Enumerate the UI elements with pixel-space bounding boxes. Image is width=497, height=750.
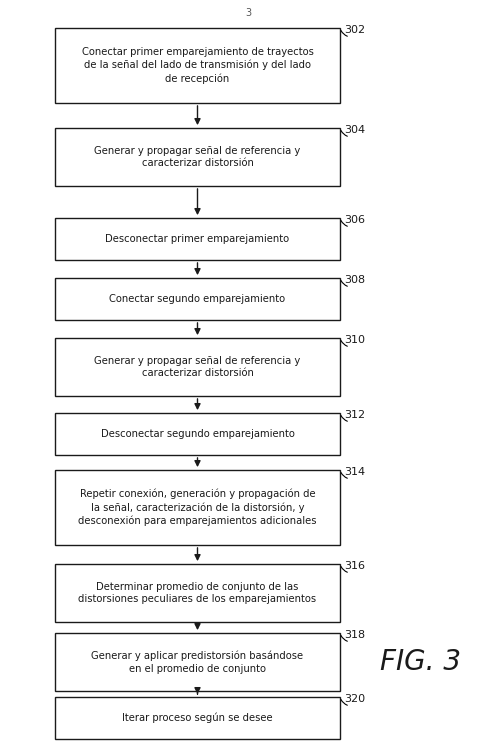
Bar (55, 470, 340, 545)
Text: Repetir conexión, generación y propagación de
la señal, caracterización de la di: Repetir conexión, generación y propagaci… (78, 489, 317, 526)
Text: 310: 310 (344, 335, 365, 345)
Text: Desconectar primer emparejamiento: Desconectar primer emparejamiento (105, 234, 290, 244)
Bar (55, 697, 340, 739)
Text: Conectar segundo emparejamiento: Conectar segundo emparejamiento (109, 294, 286, 304)
Text: Determinar promedio de conjunto de las
distorsiones peculiares de los emparejami: Determinar promedio de conjunto de las d… (79, 581, 317, 604)
Bar (55, 633, 340, 691)
Bar (55, 278, 340, 320)
Text: 320: 320 (344, 694, 365, 704)
Bar (55, 128, 340, 186)
Text: Generar y propagar señal de referencia y
caracterizar distorsión: Generar y propagar señal de referencia y… (94, 356, 301, 379)
Text: Generar y propagar señal de referencia y
caracterizar distorsión: Generar y propagar señal de referencia y… (94, 146, 301, 169)
Text: 316: 316 (344, 561, 365, 571)
Text: Generar y aplicar predistorsión basándose
en el promedio de conjunto: Generar y aplicar predistorsión basándos… (91, 650, 304, 674)
Text: 306: 306 (344, 215, 365, 225)
Text: 308: 308 (344, 275, 365, 285)
Text: 318: 318 (344, 630, 365, 640)
Bar (55, 28, 340, 103)
Text: 302: 302 (344, 25, 365, 35)
Bar (55, 564, 340, 622)
Text: Iterar proceso según se desee: Iterar proceso según se desee (122, 712, 273, 723)
Text: 3: 3 (246, 8, 251, 18)
Bar (55, 218, 340, 260)
Text: 314: 314 (344, 467, 365, 477)
Bar (55, 413, 340, 455)
Text: FIG. 3: FIG. 3 (380, 648, 461, 676)
Bar (55, 338, 340, 396)
Text: Desconectar segundo emparejamiento: Desconectar segundo emparejamiento (100, 429, 294, 439)
Text: 312: 312 (344, 410, 365, 420)
Text: 304: 304 (344, 125, 365, 135)
Text: Conectar primer emparejamiento de trayectos
de la señal del lado de transmisión : Conectar primer emparejamiento de trayec… (82, 47, 314, 84)
